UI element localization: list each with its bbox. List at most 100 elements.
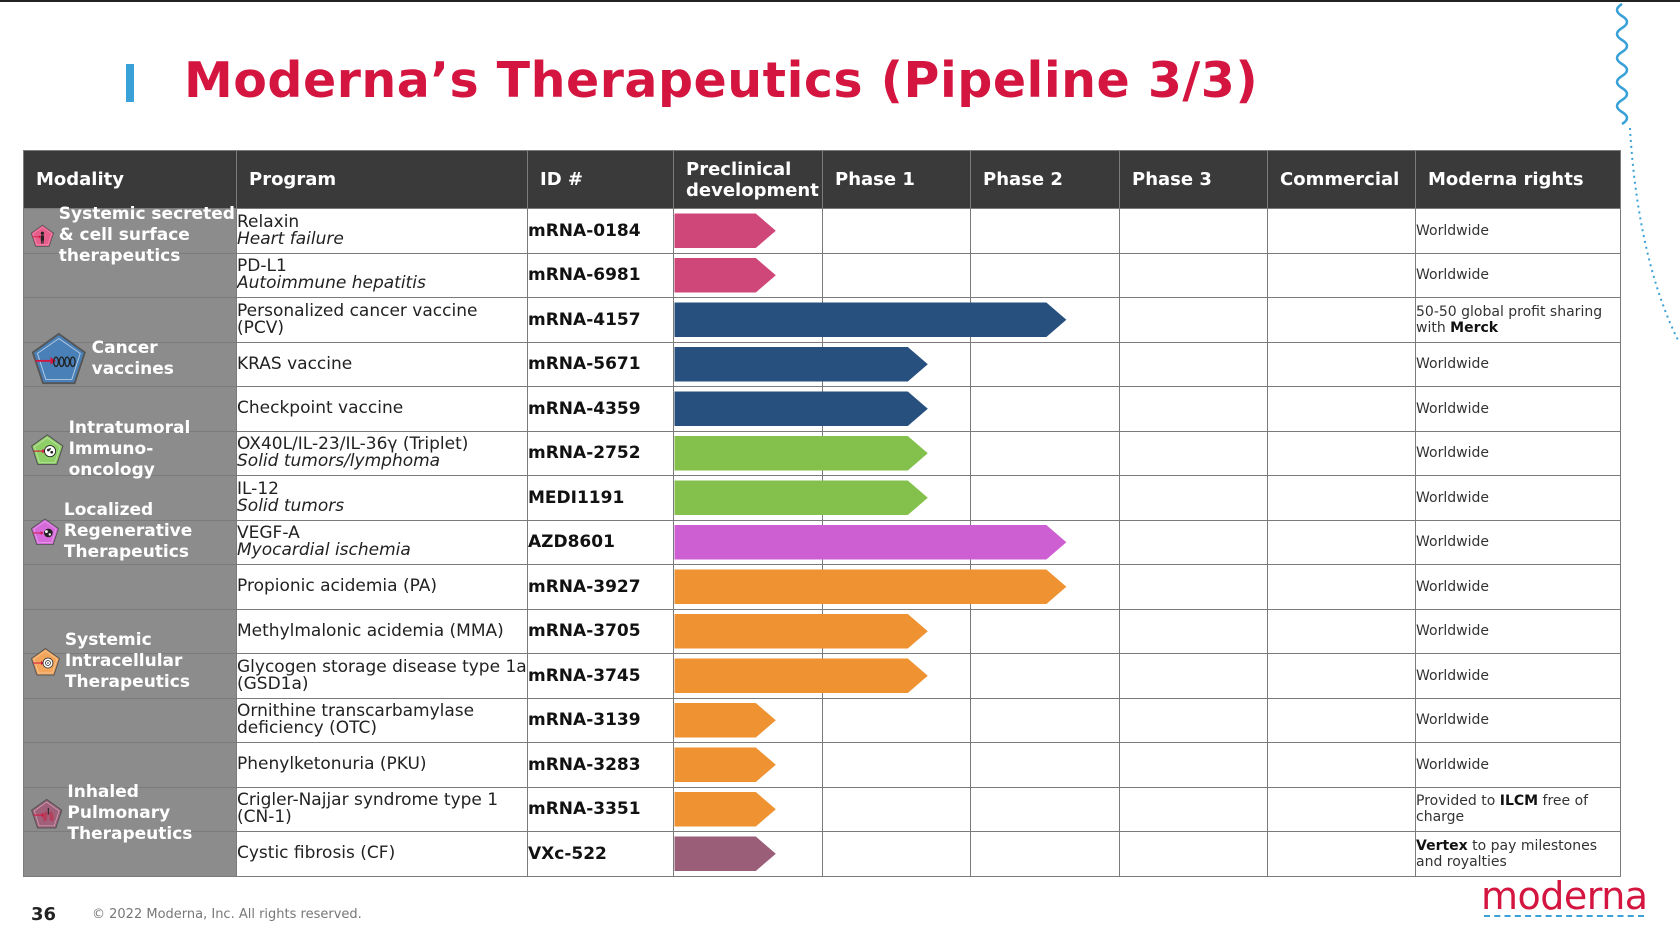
rights-cell: Worldwide <box>1415 742 1621 788</box>
header-preclinical: Preclinical development <box>673 150 823 209</box>
phase-cell <box>1119 430 1268 476</box>
rights-partner: Merck <box>1450 319 1499 336</box>
program-name: VEGF-A <box>237 523 300 544</box>
phase-cell <box>1119 697 1268 743</box>
table-row: KRAS vaccine mRNA-5671 Worldwide <box>23 341 1621 387</box>
phase-cell <box>1267 297 1416 343</box>
program-name: Methylmalonic acidemia (MMA) <box>237 620 504 641</box>
person-icon <box>30 224 55 247</box>
heart-cell-icon <box>30 517 60 545</box>
rights-cell: Provided to ILCM free of charge <box>1415 786 1621 832</box>
modality-group: Localized Regenerative Therapeutics <box>30 500 235 563</box>
phase-cell <box>673 786 823 832</box>
program-cell: Checkpoint vaccine <box>236 386 528 432</box>
page-number: 36 <box>31 904 57 925</box>
program-name: Relaxin <box>237 211 300 232</box>
phase-cell <box>1119 608 1268 654</box>
table-row: Crigler-Najjar syndrome type 1 (CN-1) mRN… <box>23 786 1621 832</box>
program-name: Ornithine transcarbamylase deficiency (O… <box>237 701 475 739</box>
program-id: mRNA-2752 <box>527 430 674 476</box>
modality-cell <box>23 608 237 654</box>
phase-cell <box>1119 386 1268 432</box>
modality-group: Systemic secreted & cell surface therape… <box>30 204 235 267</box>
program-id: mRNA-3705 <box>527 608 674 654</box>
rights-cell: Vertex to pay milestones and royalties <box>1415 831 1621 877</box>
rights-text: Provided to <box>1416 793 1500 810</box>
phase-cell <box>1267 252 1416 298</box>
phase-cell <box>1267 697 1416 743</box>
phase-cell <box>822 742 971 788</box>
phase-cell <box>822 831 971 877</box>
table-row: Checkpoint vaccine mRNA-4359 Worldwide <box>23 386 1621 432</box>
phase-cell <box>822 208 971 254</box>
tumor-cell-icon <box>31 433 64 465</box>
page-title: Moderna’s Therapeutics (Pipeline 3/3) <box>184 52 1259 109</box>
pipeline-table: Modality Program ID # Preclinical develo… <box>23 150 1621 877</box>
phase-cell <box>673 653 823 699</box>
modality-label: Cancer vaccines <box>91 338 174 379</box>
top-border-line <box>0 0 1680 2</box>
phase-cell <box>673 252 823 298</box>
phase-cell <box>1267 653 1416 699</box>
program-cell: Glycogen storage disease type 1a (GSD1a) <box>236 653 528 699</box>
phase-cell <box>673 341 823 387</box>
header-modality: Modality <box>23 150 237 209</box>
modality-cell <box>23 475 237 521</box>
phase-cell <box>1267 519 1416 565</box>
table-row: IL-12 Solid tumors MEDI1191 Worldwide <box>23 475 1621 521</box>
rights-text: 50-50 global profit sharing with <box>1416 303 1603 336</box>
table-row: Relaxin Heart failure mRNA-0184 Worldwide <box>23 208 1621 254</box>
phase-cell <box>822 341 971 387</box>
rights-text: to pay milestones and royalties <box>1416 837 1598 870</box>
rights-cell: Worldwide <box>1415 252 1621 298</box>
header-phase3: Phase 3 <box>1119 150 1268 209</box>
phase-cell <box>673 831 823 877</box>
table-row: Ornithine transcarbamylase deficiency (O… <box>23 697 1621 743</box>
program-name: Propionic acidemia (PA) <box>237 576 438 597</box>
header-program: Program <box>236 150 528 209</box>
phase-cell <box>822 386 971 432</box>
program-name: Phenylketonuria (PKU) <box>237 754 427 775</box>
header-rights: Moderna rights <box>1415 150 1621 209</box>
modality-cell <box>23 697 237 743</box>
phase-cell <box>1267 786 1416 832</box>
logo-underline <box>1484 915 1644 917</box>
phase-cell <box>970 608 1120 654</box>
cell-icon <box>30 647 61 675</box>
phase-cell <box>1119 252 1268 298</box>
rights-cell: Worldwide <box>1415 208 1621 254</box>
rights-partner: Vertex <box>1416 837 1468 854</box>
program-cell: Crigler-Najjar syndrome type 1 (CN-1) <box>236 786 528 832</box>
phase-cell <box>970 475 1120 521</box>
program-id: mRNA-5671 <box>527 341 674 387</box>
phase-cell <box>1119 475 1268 521</box>
program-id: mRNA-3927 <box>527 564 674 610</box>
phase-cell <box>822 475 971 521</box>
program-id: mRNA-3139 <box>527 697 674 743</box>
table-row: Propionic acidemia (PA) mRNA-3927 Worldwid… <box>23 564 1621 610</box>
modality-label: Systemic secreted & cell surface therape… <box>58 204 235 266</box>
modality-label: Systemic Intracellular Therapeutics <box>64 630 190 692</box>
table-row: OX40L/IL-23/IL-36γ (Triplet) Solid tumors… <box>23 430 1621 476</box>
phase-cell <box>1267 475 1416 521</box>
program-name: Personalized cancer vaccine (PCV) <box>237 300 478 338</box>
program-id: mRNA-4359 <box>527 386 674 432</box>
phase-cell <box>1119 519 1268 565</box>
phase-cell <box>822 252 971 298</box>
table-row: PD-L1 Autoimmune hepatitis mRNA-6981 Worldw… <box>23 252 1621 298</box>
phase-cell <box>673 519 823 565</box>
rights-cell: 50-50 global profit sharing with Merck <box>1415 297 1621 343</box>
program-name: IL-12 <box>237 478 279 499</box>
phase-cell <box>822 697 971 743</box>
table-row: Glycogen storage disease type 1a (GSD1a)… <box>23 653 1621 699</box>
table-row: VEGF-A Myocardial ischemia AZD8601 Worldwid… <box>23 519 1621 565</box>
program-cell: PD-L1 Autoimmune hepatitis <box>236 252 528 298</box>
modality-cell <box>23 742 237 788</box>
modality-cell <box>23 653 237 699</box>
phase-cell <box>673 208 823 254</box>
table-row: Cystic fibrosis (CF) VXc-522 Vertex to pay… <box>23 831 1621 877</box>
rights-cell: Worldwide <box>1415 519 1621 565</box>
phase-cell <box>822 786 971 832</box>
program-indication: Solid tumors <box>237 495 345 516</box>
phase-cell <box>1119 208 1268 254</box>
